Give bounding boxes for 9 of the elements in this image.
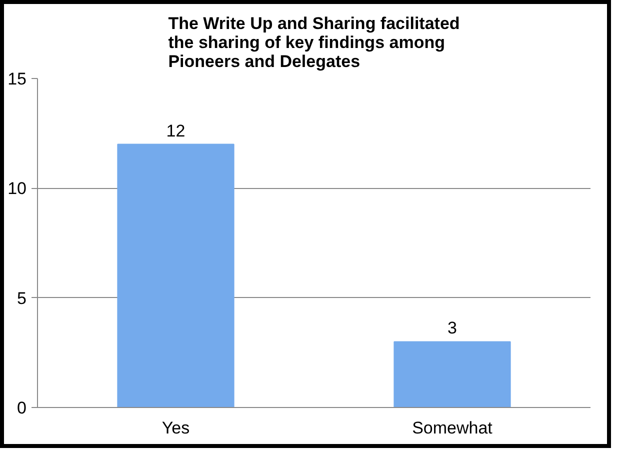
- chart-title: The Write Up and Sharing facilitated the sharing of key findings among Pioneers and Delegates: [168, 14, 460, 71]
- data-label: 12: [166, 121, 186, 140]
- y-tick-label: 10: [8, 179, 27, 198]
- y-tick-label: 5: [17, 288, 27, 308]
- x-tick-label: Somewhat: [412, 418, 493, 438]
- y-tick-label: 0: [17, 398, 27, 418]
- data-label: 3: [448, 318, 457, 338]
- x-tick-label: Yes: [162, 418, 190, 438]
- y-tick-label: 15: [8, 70, 27, 88]
